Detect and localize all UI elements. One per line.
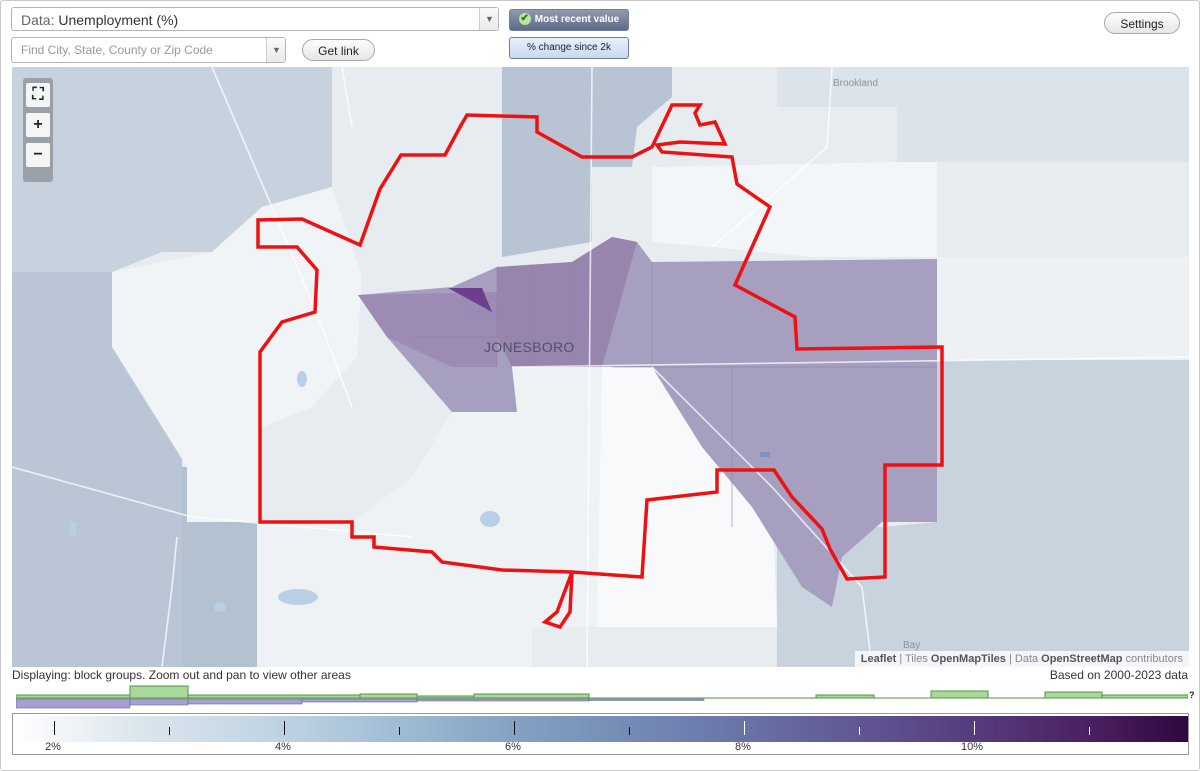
block-group xyxy=(358,292,497,367)
value-histogram xyxy=(16,685,1188,709)
legend-tick-label: 6% xyxy=(505,741,521,753)
legend-tick xyxy=(284,721,285,735)
legend-tick-label: 4% xyxy=(275,741,291,753)
legend-tick xyxy=(974,721,975,735)
color-legend: 2% 4% 6% 8% 10% xyxy=(12,713,1189,755)
chevron-down-icon: ▼ xyxy=(272,45,281,55)
help-icon[interactable]: ? xyxy=(1189,690,1195,700)
leaflet-link[interactable]: Leaflet xyxy=(860,653,897,665)
block-group xyxy=(777,67,1189,162)
zoom-in-button[interactable]: + xyxy=(26,113,50,137)
legend-tick-label: 2% xyxy=(45,741,61,753)
legend-tick xyxy=(744,721,745,735)
fullscreen-button[interactable]: ⛶ xyxy=(26,83,50,107)
fullscreen-icon: ⛶ xyxy=(32,86,44,103)
location-search[interactable]: ▼ xyxy=(11,37,286,63)
attribution-separator: | Data xyxy=(1005,653,1042,665)
data-select[interactable]: Data: Unemployment (%) ▼ xyxy=(11,7,499,31)
openmaptiles-link[interactable]: OpenMapTiles xyxy=(930,653,1006,665)
map-attribution: Leaflet | Tiles OpenMapTiles | Data Open… xyxy=(854,651,1189,667)
openstreetmap-link[interactable]: OpenStreetMap xyxy=(1041,653,1123,665)
chevron-down-icon: ▼ xyxy=(485,14,494,24)
most-recent-value-label: Most recent value xyxy=(534,14,620,25)
block-group xyxy=(12,67,332,272)
data-select-value: Unemployment (%) xyxy=(58,12,179,28)
zoom-out-button[interactable]: − xyxy=(26,143,50,167)
data-range-text: Based on 2000-2023 data xyxy=(1049,668,1188,682)
city-boundary-outline xyxy=(256,103,944,581)
block-group xyxy=(937,257,1189,360)
plus-icon: + xyxy=(33,116,43,133)
block-group xyxy=(777,360,1189,667)
legend-tick xyxy=(514,721,515,735)
legend-tick-label: 10% xyxy=(961,741,984,753)
legend-tick-label: 8% xyxy=(735,741,751,753)
zoom-control: ⛶ + − xyxy=(23,78,53,182)
search-dropdown-button[interactable]: ▼ xyxy=(266,38,285,62)
town-label-brookland: Brookland xyxy=(833,78,879,89)
block-group xyxy=(652,162,937,257)
legend-tick xyxy=(169,727,170,735)
display-status-text: Displaying: block groups. Zoom out and p… xyxy=(12,668,351,682)
checkmark-icon: ✔ xyxy=(518,13,531,26)
attribution-separator: | Tiles xyxy=(896,653,931,665)
block-group xyxy=(502,67,672,257)
legend-tick xyxy=(859,727,860,735)
search-input[interactable] xyxy=(12,38,271,62)
legend-tick xyxy=(399,727,400,735)
block-group xyxy=(112,187,362,522)
minus-icon: − xyxy=(33,146,43,163)
attribution-contributors: contributors xyxy=(1122,653,1183,665)
map-canvas[interactable]: Brookland JONESBORO Bay ⛶ + − Leaflet | … xyxy=(12,67,1189,667)
legend-gradient xyxy=(15,716,1188,742)
block-group xyxy=(448,288,492,312)
data-select-dropdown-button[interactable]: ▼ xyxy=(479,8,498,30)
data-select-prefix: Data: xyxy=(21,12,55,28)
settings-button[interactable]: Settings xyxy=(1104,12,1180,34)
legend-tick xyxy=(54,721,55,735)
get-link-button[interactable]: Get link xyxy=(302,39,375,61)
percent-change-button[interactable]: % change since 2k xyxy=(509,37,629,59)
city-boundary-spur xyxy=(541,571,574,630)
legend-tick xyxy=(629,727,630,735)
town-label-bay: Bay xyxy=(903,640,921,651)
legend-tick xyxy=(1089,727,1090,735)
most-recent-value-button[interactable]: ✔ Most recent value xyxy=(509,9,629,31)
city-label: JONESBORO xyxy=(484,339,575,355)
choropleth-map xyxy=(12,67,1189,667)
